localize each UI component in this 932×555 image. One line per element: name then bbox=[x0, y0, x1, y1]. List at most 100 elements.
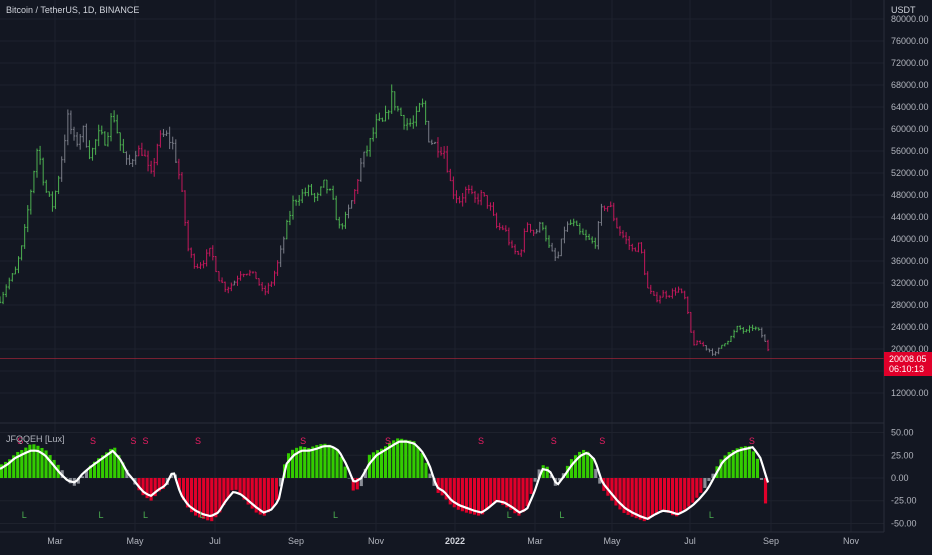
oscillator-axis[interactable]: -50.00 -25.00 0.00 25.00 50.00 bbox=[891, 428, 917, 529]
price-bar bbox=[661, 290, 665, 298]
price-bar bbox=[356, 179, 359, 195]
price-bar bbox=[350, 200, 353, 209]
price-bar bbox=[26, 205, 29, 233]
price-bar bbox=[63, 134, 66, 163]
price-bar bbox=[458, 196, 461, 204]
osc-tick-label: -50.00 bbox=[891, 518, 917, 528]
price-bar bbox=[60, 156, 63, 182]
histogram-bar bbox=[153, 478, 157, 497]
price-bar bbox=[495, 212, 498, 229]
price-bar bbox=[75, 132, 79, 147]
price-bar bbox=[344, 211, 347, 229]
price-bar bbox=[11, 273, 14, 282]
histogram-bar bbox=[695, 478, 699, 498]
price-bar bbox=[695, 340, 699, 346]
long-signal-label: L bbox=[507, 510, 512, 520]
histogram-bar bbox=[311, 446, 315, 478]
histogram-bar bbox=[222, 478, 226, 506]
price-bar bbox=[470, 185, 474, 195]
histogram-bar bbox=[517, 478, 521, 516]
histogram-bar bbox=[149, 478, 153, 501]
histogram-bar bbox=[351, 478, 355, 491]
price-bar bbox=[282, 236, 285, 254]
price-bar bbox=[223, 281, 227, 293]
histogram-bar bbox=[472, 478, 477, 515]
histogram-bar bbox=[412, 441, 416, 478]
price-bar bbox=[17, 256, 20, 274]
price-bar bbox=[109, 113, 113, 142]
histogram-bar bbox=[481, 478, 485, 515]
symbol-title[interactable]: Bitcoin / TetherUS, 1D, BINANCE bbox=[6, 5, 140, 15]
price-panel[interactable] bbox=[0, 84, 770, 356]
histogram-bar bbox=[476, 478, 481, 516]
price-bar bbox=[609, 201, 612, 208]
price-bar bbox=[0, 296, 2, 304]
price-bar bbox=[476, 193, 480, 205]
histogram-bar bbox=[92, 461, 97, 478]
histogram-bar bbox=[739, 446, 743, 478]
histogram-bar bbox=[400, 438, 404, 478]
price-bar bbox=[763, 334, 767, 342]
price-bar bbox=[714, 351, 717, 356]
histogram-bar bbox=[181, 478, 186, 501]
short-signal-label: S bbox=[478, 436, 484, 446]
currency-label: USDT bbox=[891, 5, 916, 15]
price-bar bbox=[285, 219, 289, 240]
price-bar bbox=[473, 190, 477, 203]
price-bar bbox=[112, 110, 116, 123]
price-bar bbox=[1, 291, 5, 305]
histogram-bar bbox=[497, 478, 501, 503]
histogram-bar bbox=[101, 455, 105, 478]
price-bar bbox=[396, 105, 400, 112]
histogram-bar bbox=[509, 478, 513, 510]
price-bar bbox=[581, 228, 585, 235]
osc-tick-label: 25.00 bbox=[891, 450, 914, 460]
price-bar bbox=[538, 221, 541, 233]
price-bar bbox=[88, 140, 91, 160]
price-bar bbox=[520, 249, 523, 257]
histogram-bar bbox=[541, 465, 545, 478]
price-bar bbox=[544, 225, 548, 242]
price-bar bbox=[190, 247, 193, 258]
histogram-bar bbox=[679, 478, 683, 513]
price-bar bbox=[550, 242, 554, 252]
price-bar bbox=[717, 347, 720, 355]
price-bar bbox=[242, 273, 245, 278]
short-signal-label: S bbox=[749, 436, 755, 446]
histogram-bar bbox=[4, 461, 8, 478]
price-tick-label: 64000.00 bbox=[891, 102, 929, 112]
oscillator-panel[interactable]: S S S S S S S S S S SL L L L L L L L bbox=[0, 436, 770, 522]
price-bar bbox=[501, 225, 504, 231]
long-signal-label: L bbox=[559, 510, 564, 520]
histogram-bar bbox=[646, 478, 650, 520]
histogram-bar bbox=[493, 478, 497, 502]
histogram-bar bbox=[743, 446, 747, 478]
time-tick-label: Nov bbox=[843, 536, 860, 546]
histogram-bar bbox=[88, 465, 93, 478]
price-bar bbox=[245, 273, 248, 276]
price-bar bbox=[270, 281, 273, 288]
price-bar bbox=[461, 192, 464, 207]
price-bar bbox=[4, 284, 8, 298]
histogram-bar bbox=[214, 478, 218, 518]
price-bar bbox=[372, 127, 375, 142]
price-bar bbox=[578, 223, 582, 235]
osc-tick-label: -25.00 bbox=[891, 496, 917, 506]
price-bar bbox=[603, 205, 606, 212]
price-bar bbox=[612, 202, 615, 222]
price-bar bbox=[557, 251, 560, 259]
indicator-title[interactable]: JFQQEH [Lux] bbox=[6, 434, 65, 444]
time-tick-label: Mar bbox=[527, 536, 543, 546]
histogram-bar bbox=[622, 478, 626, 513]
price-bar bbox=[45, 179, 48, 193]
histogram-bar bbox=[759, 478, 764, 480]
histogram-bar bbox=[590, 457, 594, 478]
price-bar bbox=[708, 348, 711, 353]
price-bar bbox=[325, 179, 329, 194]
histogram-bar bbox=[670, 478, 675, 516]
time-axis[interactable]: Mar May Jul Sep Nov 2022 Mar May Jul Sep Nov bbox=[47, 536, 859, 546]
price-bar bbox=[680, 288, 683, 294]
histogram-bar bbox=[751, 451, 755, 478]
histogram-bar bbox=[735, 448, 739, 478]
